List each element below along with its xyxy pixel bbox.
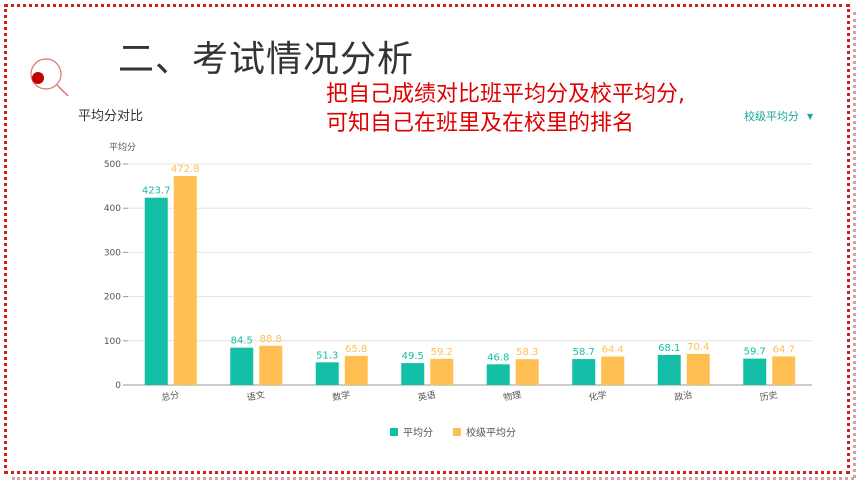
bar-class-average	[657, 354, 681, 385]
bar-class-average	[743, 358, 767, 385]
y-tick-label: 0	[115, 381, 121, 391]
red-note: 把自己成绩对比班平均分及校平均分, 可知自己在班里及在校里的排名	[326, 80, 685, 138]
y-axis-title: 平均分	[109, 141, 136, 153]
slide-frame	[4, 4, 850, 474]
x-tick-label: 化学	[588, 389, 608, 404]
legend-swatch-school-average	[453, 427, 461, 436]
bar-class-average	[401, 363, 425, 385]
x-tick-label: 英语	[417, 389, 437, 404]
y-tick-label: 400	[104, 204, 121, 214]
data-label: 88.8	[260, 334, 282, 345]
data-label: 59.7	[744, 347, 766, 358]
x-tick-label: 语文	[246, 389, 266, 404]
data-label: 65.8	[345, 344, 367, 355]
y-tick-label: 500	[104, 160, 121, 170]
data-label: 472.8	[171, 164, 200, 175]
x-tick-label: 政治	[673, 389, 693, 404]
legend-item-school-average[interactable]: 校级平均分	[453, 424, 516, 439]
data-label: 64.7	[773, 344, 795, 355]
bar-school-average	[344, 355, 368, 385]
data-label: 58.3	[516, 347, 538, 358]
x-tick-label: 历史	[759, 389, 779, 404]
data-label: 423.7	[142, 186, 171, 197]
legend-swatch-class-average	[390, 427, 398, 436]
data-label: 49.5	[402, 351, 424, 362]
average-type-dropdown[interactable]: 校级平均分 ▼	[744, 108, 813, 124]
x-tick-label: 总分	[160, 389, 180, 404]
magnifier-logo-icon	[30, 58, 69, 97]
dropdown-label: 校级平均分	[744, 110, 799, 123]
frame-shadow-bottom	[12, 477, 854, 483]
frame-shadow-right	[853, 12, 859, 478]
chart-legend: 平均分 校级平均分	[390, 424, 516, 439]
chart-title: 平均分对比	[78, 109, 144, 124]
bar-class-average	[315, 362, 339, 385]
y-tick-label: 100	[104, 337, 121, 347]
caret-down-icon: ▼	[807, 111, 814, 121]
bar-class-average	[572, 359, 596, 385]
bar-school-average	[601, 356, 625, 385]
data-label: 46.8	[487, 352, 509, 363]
note-line-1: 把自己成绩对比班平均分及校平均分,	[326, 82, 685, 107]
data-label: 64.4	[602, 345, 624, 356]
legend-label-class-average: 平均分	[403, 428, 433, 439]
data-label: 58.7	[573, 347, 595, 358]
bar-class-average	[486, 364, 510, 385]
legend-label-school-average: 校级平均分	[466, 428, 516, 439]
page-title: 二、考试情况分析	[118, 39, 415, 80]
x-tick-label: 数学	[331, 389, 351, 404]
data-label: 59.2	[431, 347, 453, 358]
data-label: 70.4	[687, 342, 709, 353]
bar-school-average	[772, 356, 796, 385]
bar-school-average	[259, 345, 283, 385]
bar-school-average	[173, 176, 197, 385]
bar-school-average	[430, 358, 454, 385]
x-tick-label: 物理	[502, 389, 522, 404]
legend-item-class-average[interactable]: 平均分	[390, 424, 433, 439]
data-label: 84.5	[231, 336, 253, 347]
data-label: 68.1	[658, 343, 680, 354]
data-label: 51.3	[316, 350, 338, 361]
bar-school-average	[515, 359, 539, 385]
bar-class-average	[230, 347, 254, 385]
bar-school-average	[686, 353, 710, 385]
bar-class-average	[144, 197, 168, 385]
note-line-2: 可知自己在班里及在校里的排名	[326, 111, 635, 136]
y-tick-label: 300	[104, 248, 121, 258]
y-tick-label: 200	[104, 293, 121, 303]
